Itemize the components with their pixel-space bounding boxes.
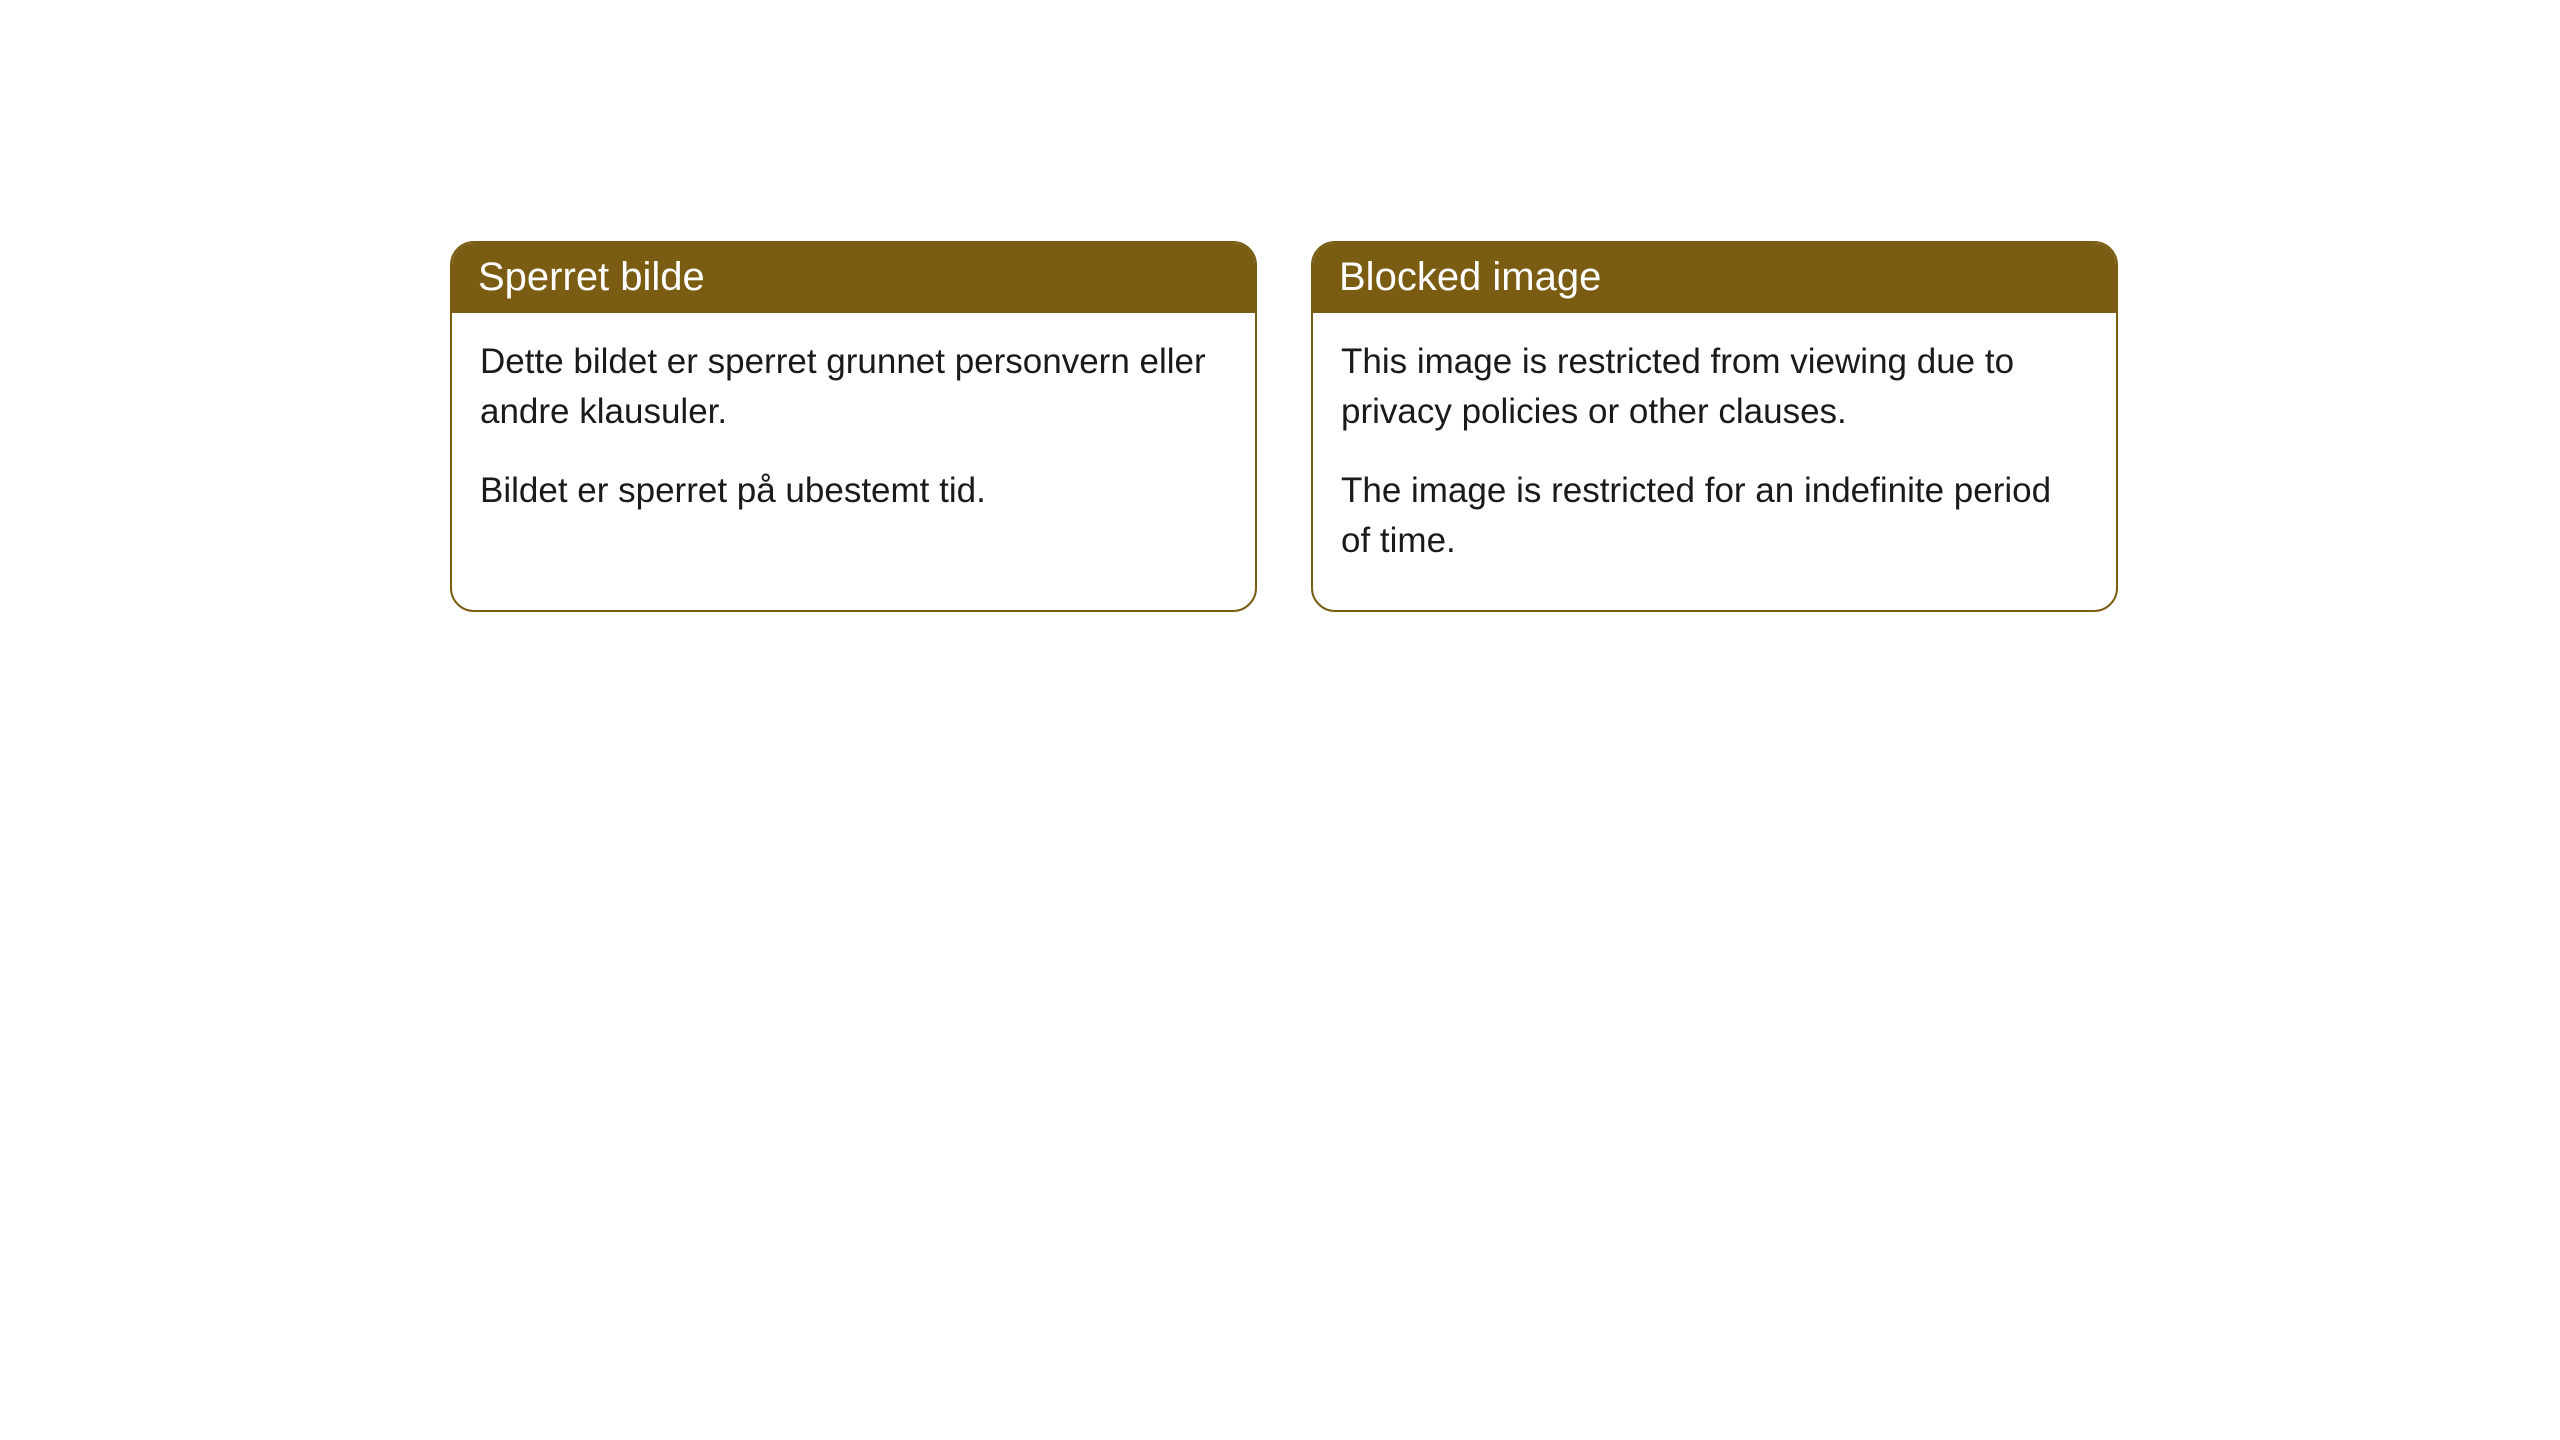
card-header: Sperret bilde <box>452 243 1255 313</box>
card-norwegian: Sperret bilde Dette bildet er sperret gr… <box>450 241 1257 612</box>
card-english: Blocked image This image is restricted f… <box>1311 241 2118 612</box>
card-paragraph-2: Bildet er sperret på ubestemt tid. <box>480 466 1227 516</box>
card-paragraph-1: This image is restricted from viewing du… <box>1341 337 2088 436</box>
card-header: Blocked image <box>1313 243 2116 313</box>
card-paragraph-1: Dette bildet er sperret grunnet personve… <box>480 337 1227 436</box>
cards-container: Sperret bilde Dette bildet er sperret gr… <box>450 241 2118 612</box>
card-body: Dette bildet er sperret grunnet personve… <box>452 313 1255 560</box>
card-body: This image is restricted from viewing du… <box>1313 313 2116 610</box>
card-paragraph-2: The image is restricted for an indefinit… <box>1341 466 2088 565</box>
